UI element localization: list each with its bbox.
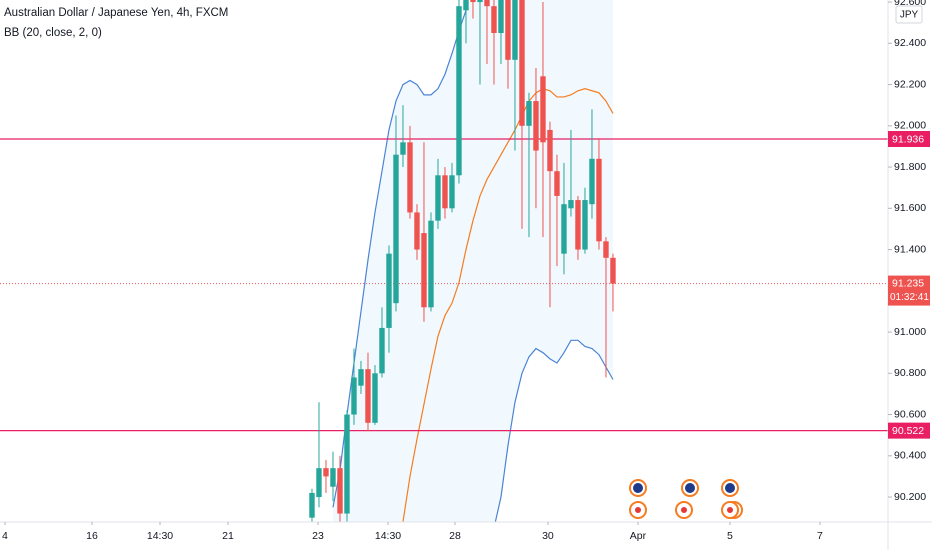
candle-body: [309, 492, 315, 518]
candle-body: [589, 158, 595, 205]
x-tick-label: Apr: [630, 530, 647, 542]
candle-body: [428, 220, 434, 308]
candle-body: [449, 175, 455, 209]
candle-body: [358, 369, 364, 386]
y-tick-label: 92.600: [894, 0, 926, 8]
candle-body: [365, 369, 371, 423]
candle-body: [456, 6, 462, 176]
candle-body: [386, 253, 392, 328]
x-tick-label: 14:30: [375, 530, 401, 542]
price-tag: [888, 131, 930, 148]
candle-body: [435, 175, 441, 221]
candle-body: [470, 0, 476, 3]
y-tick-label: 91.600: [894, 202, 926, 214]
candle-body: [477, 0, 483, 3]
candle-body: [498, 0, 504, 33]
x-tick-label: 7: [817, 530, 823, 542]
candle-body: [330, 468, 336, 487]
price-tag-label: 91.936: [892, 133, 924, 145]
candle-body: [323, 468, 329, 477]
x-tick-label: 14:30: [147, 530, 173, 542]
price-tag: [888, 422, 930, 439]
countdown: 01:32:41: [890, 292, 929, 303]
candle-body: [344, 414, 350, 514]
band-upper: [332, 10, 467, 508]
candle-body: [540, 76, 546, 143]
candle-body: [533, 101, 539, 151]
price-axis: [888, 0, 932, 550]
currency-box[interactable]: [895, 5, 923, 24]
y-tick-label: 92.200: [894, 78, 926, 90]
y-tick-label: 91.800: [894, 161, 926, 173]
event-icons: [629, 479, 743, 519]
candle-body: [512, 0, 518, 60]
candle-body: [568, 200, 574, 209]
candle-body: [526, 101, 532, 126]
y-tick-label: 90.400: [894, 450, 926, 462]
flag: [725, 483, 735, 493]
indicator-label: BB (20, close, 2, 0): [4, 27, 102, 39]
price-tag-label: 90.522: [892, 425, 924, 437]
candle-body: [484, 0, 490, 7]
flag: [727, 507, 733, 513]
x-tick-label: 21: [222, 530, 234, 542]
candle-body: [400, 142, 406, 155]
candle-body: [393, 154, 399, 304]
candle-body: [603, 241, 609, 258]
plot-area: [0, 0, 888, 522]
candle-body: [519, 0, 525, 126]
candle-body: [372, 373, 378, 423]
candle-body: [414, 212, 420, 250]
candle-body: [596, 158, 602, 242]
last-price-label: 91.235: [892, 277, 924, 289]
last-price-tag: [888, 275, 930, 306]
y-tick-label: 91.400: [894, 243, 926, 255]
y-tick-label: 91.000: [894, 326, 926, 338]
band-basis: [402, 88, 614, 522]
candle-body: [491, 6, 497, 33]
flag: [633, 483, 643, 493]
y-tick-label: 90.200: [894, 491, 926, 503]
candle-body: [316, 468, 322, 498]
flag: [635, 507, 641, 513]
x-tick-label: 28: [449, 530, 461, 542]
candle-body: [575, 200, 581, 250]
band-lower: [494, 339, 614, 522]
candle-body: [505, 0, 511, 60]
candle-body: [582, 200, 588, 250]
candle-body: [421, 233, 427, 308]
flag: [681, 507, 687, 513]
currency[interactable]: JPY: [900, 10, 919, 21]
candle-body: [561, 204, 567, 254]
y-tick-label: 90.800: [894, 367, 926, 379]
candle-body: [407, 142, 413, 213]
candle-body: [610, 257, 616, 284]
candle-body: [554, 171, 560, 196]
band-fill: [332, 0, 613, 522]
candle-body: [547, 129, 553, 172]
flag: [685, 483, 695, 493]
x-tick-label: 16: [86, 530, 98, 542]
x-tick-label: 23: [312, 530, 324, 542]
chart-title: Australian Dollar / Japanese Yen, 4h, FX…: [4, 7, 228, 19]
candle-body: [337, 468, 343, 514]
candle-body: [442, 175, 448, 209]
y-tick-label: 90.600: [894, 408, 926, 420]
x-tick-label: 30: [542, 530, 554, 542]
y-tick-label: 92.000: [894, 120, 926, 132]
candle-body: [379, 327, 385, 374]
y-tick-label: 92.400: [894, 37, 926, 49]
candle-body: [351, 377, 357, 415]
x-tick-label: 5: [727, 530, 733, 542]
candle-body: [463, 0, 469, 11]
x-tick-label: 4: [2, 530, 8, 542]
